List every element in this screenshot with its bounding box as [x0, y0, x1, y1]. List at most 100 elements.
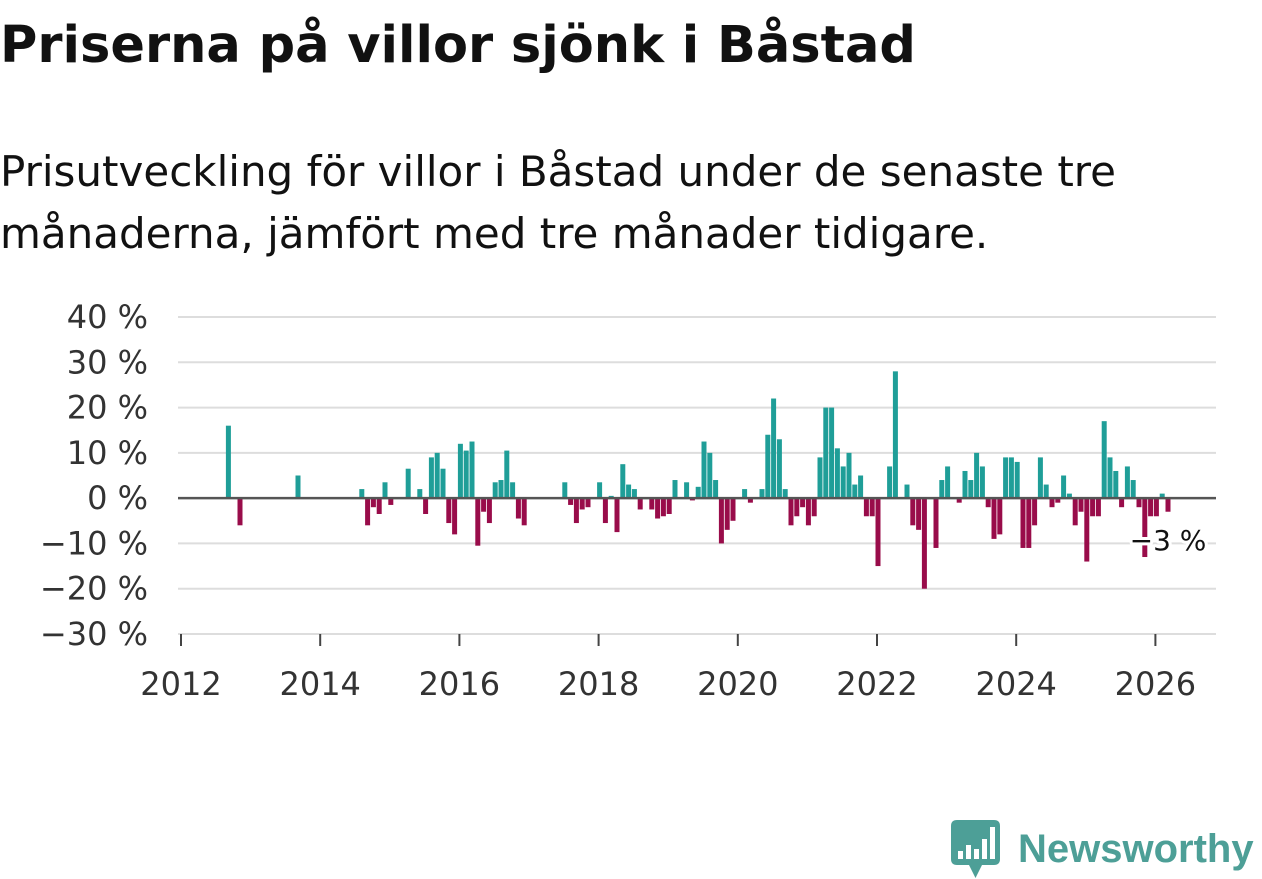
x-tick-label: 2012	[140, 665, 221, 703]
bar-negative	[985, 498, 991, 508]
bar-positive	[707, 452, 713, 499]
bar-positive	[939, 480, 945, 499]
bar-negative	[1165, 498, 1171, 512]
bar-positive	[765, 434, 771, 499]
bar-positive	[382, 482, 388, 499]
bar-negative	[956, 498, 962, 503]
gridlines	[178, 316, 1216, 635]
bar-positive	[759, 489, 765, 499]
annotations: −3 %	[1127, 521, 1210, 560]
x-tick-label: 2026	[1115, 665, 1196, 703]
x-tick-label: 2014	[279, 665, 360, 703]
bar-negative	[1020, 498, 1026, 548]
bars	[225, 371, 1171, 589]
bar-negative	[863, 498, 869, 517]
bar-positive	[858, 475, 864, 499]
bar-negative	[579, 498, 585, 510]
y-tick-label: −30 %	[40, 615, 148, 653]
bar-positive	[597, 482, 603, 499]
bar-negative	[869, 498, 875, 517]
bar-negative	[933, 498, 939, 548]
bar-negative	[660, 498, 666, 517]
bar-negative	[666, 498, 672, 514]
bar-positive	[840, 466, 846, 499]
bar-positive	[771, 398, 777, 499]
bar-positive	[434, 452, 440, 499]
bar-negative	[1153, 498, 1159, 517]
bar-chart-bubble-icon	[951, 820, 1000, 878]
bar-negative	[1136, 498, 1142, 508]
x-tick-label: 2022	[836, 665, 917, 703]
bar-negative	[637, 498, 643, 510]
bar-positive	[1066, 493, 1072, 499]
newsworthy-logo[interactable]: Newsworthy	[951, 819, 1256, 879]
bar-positive	[684, 482, 690, 499]
bar-positive	[713, 480, 719, 499]
tick-labels: 40 % 30 % 20 % 10 % 0 % −10 % −20 % −30 % 2012 20…	[40, 298, 1196, 703]
bar-positive	[846, 452, 852, 499]
bar-negative	[515, 498, 521, 519]
bar-negative	[649, 498, 655, 510]
bar-positive	[1003, 457, 1009, 499]
bar-positive	[463, 450, 469, 499]
logo-bar	[974, 849, 979, 859]
bar-negative	[875, 498, 881, 567]
y-tick-label: 0 %	[87, 479, 148, 517]
logo-wordmark: Newsworthy	[1018, 827, 1254, 871]
bar-negative	[921, 498, 927, 589]
bar-negative	[910, 498, 916, 526]
bar-positive	[225, 425, 231, 499]
bar-positive	[945, 466, 951, 499]
bar-positive	[457, 443, 463, 499]
bar-positive	[562, 482, 568, 499]
bar-negative	[1072, 498, 1078, 526]
bar-negative	[602, 498, 608, 524]
bar-positive	[469, 441, 475, 499]
logo-bar	[990, 827, 995, 859]
bar-positive	[492, 482, 498, 499]
bar-negative	[916, 498, 922, 530]
bar-positive	[1124, 466, 1130, 499]
bar-positive	[440, 468, 446, 499]
x-tick-label: 2024	[975, 665, 1056, 703]
y-tick-label: 30 %	[67, 343, 148, 381]
bar-negative	[585, 498, 591, 508]
bar-positive	[695, 486, 701, 499]
bar-negative	[1049, 498, 1055, 508]
page-subtitle: Prisutveckling för villor i Båstad under…	[0, 147, 1116, 258]
bar-negative	[388, 498, 394, 505]
y-tick-label: −10 %	[40, 524, 148, 562]
page-title: Priserna på villor sjönk i Båstad	[0, 16, 916, 75]
axes	[178, 496, 1216, 646]
bar-negative	[1090, 498, 1096, 517]
bar-positive	[887, 466, 893, 499]
bar-negative	[1026, 498, 1032, 548]
bar-negative	[568, 498, 574, 505]
bar-positive	[504, 450, 510, 499]
bar-negative	[370, 498, 376, 508]
bar-positive	[1043, 484, 1049, 499]
bar-positive	[672, 480, 678, 499]
bar-negative	[573, 498, 579, 524]
bar-positive	[620, 464, 626, 499]
y-tick-label: −20 %	[40, 570, 148, 608]
bar-positive	[776, 439, 782, 499]
bar-positive	[979, 466, 985, 499]
bar-negative	[452, 498, 458, 535]
bar-negative	[475, 498, 481, 546]
bar-negative	[747, 498, 753, 503]
bar-negative	[365, 498, 371, 526]
bar-positive	[1008, 457, 1014, 499]
bar-negative	[805, 498, 811, 526]
bar-positive	[498, 480, 504, 499]
bar-negative	[1119, 498, 1125, 508]
bar-negative	[486, 498, 492, 524]
bar-negative	[481, 498, 487, 512]
logo-bar	[982, 839, 987, 859]
x-tick-label: 2016	[419, 665, 500, 703]
bar-positive	[904, 484, 910, 499]
bar-negative	[730, 498, 736, 521]
logo-bar	[958, 851, 963, 859]
bar-negative	[1142, 498, 1148, 558]
